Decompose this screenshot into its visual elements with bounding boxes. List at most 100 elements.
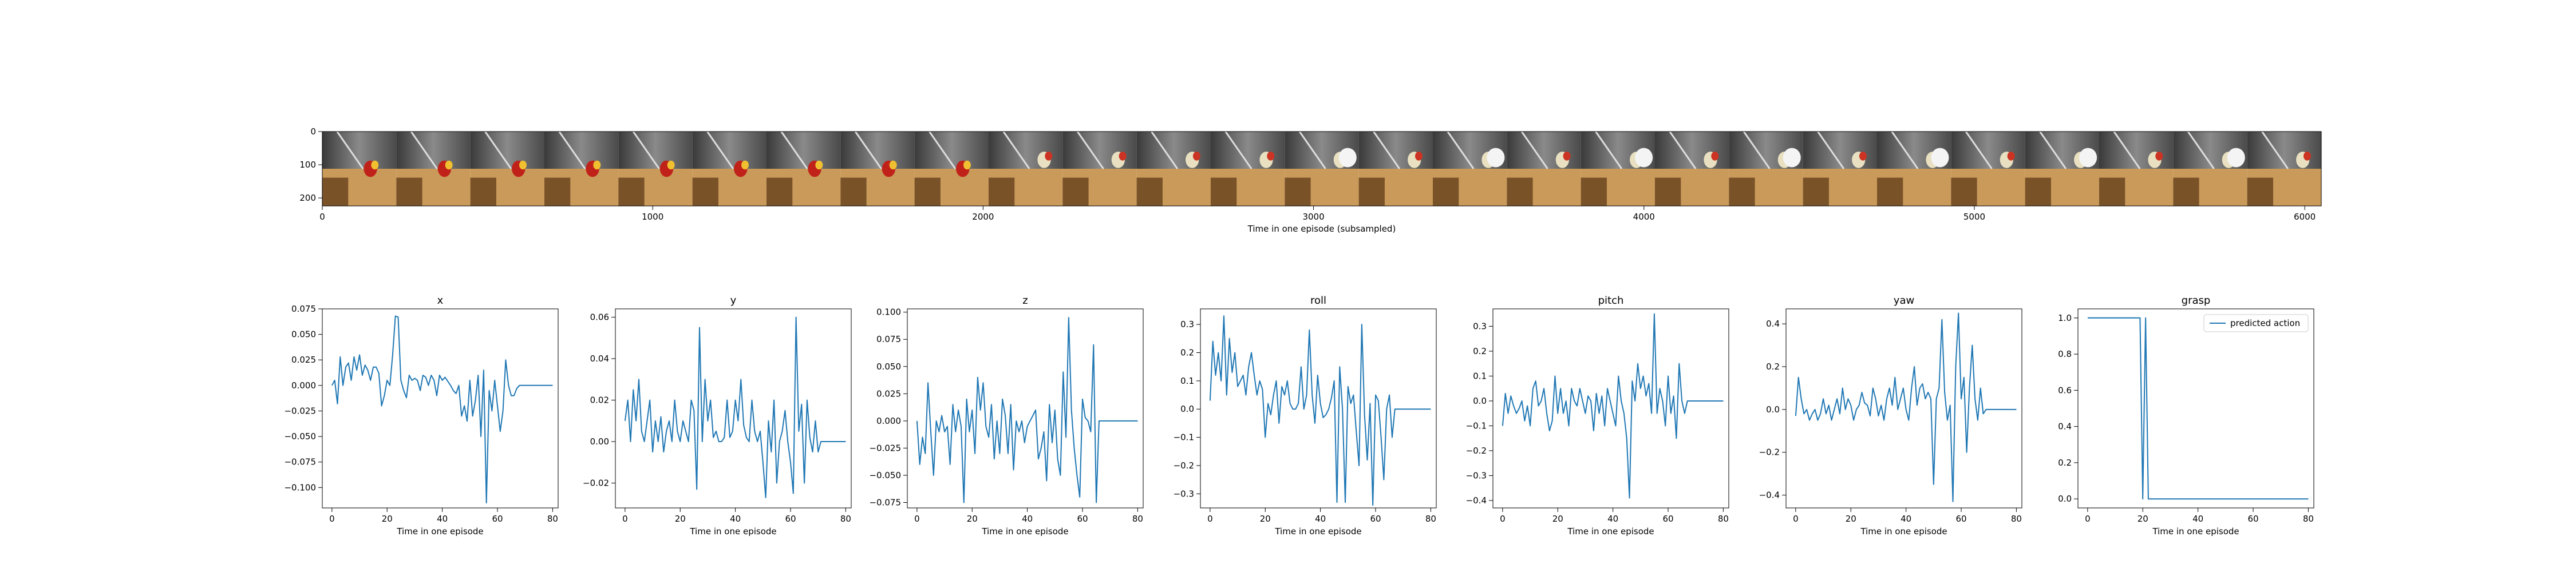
x-axis-label: Time in one episode [1274, 526, 1361, 537]
strip-x-tick-label: 5000 [1963, 212, 1985, 222]
frame-robot-arm [1595, 131, 1623, 169]
x-tick-label: 80 [2011, 514, 2022, 524]
y-tick-label: 0.04 [590, 353, 609, 364]
frame-robot-arm [1520, 131, 1548, 169]
y-tick-label: 0.3 [1180, 319, 1194, 329]
strip-y-tick-label: 100 [299, 160, 316, 170]
x-axis-label: Time in one episode [981, 526, 1068, 537]
plot-title: z [1022, 295, 1028, 307]
frame-table-shadow [1358, 177, 1385, 206]
frame-table-shadow [1581, 177, 1607, 206]
subplot-z: z 0 20 40 60 80 0.100 0.075 0.050 0.025 0.000 −0.02… [869, 295, 1144, 537]
robot-tabletop-frame-icon [989, 131, 1063, 206]
frame-robot-arm [1076, 131, 1104, 169]
y-tick-label: 0.0 [1180, 404, 1194, 414]
y-tick-label: 0.0 [1766, 404, 1780, 415]
frame-table-shadow [1285, 177, 1311, 206]
x-tick-label: 20 [1846, 514, 1856, 524]
x-axis-label: Time in one episode [689, 526, 776, 537]
subplot-yaw: yaw 0 20 40 60 80 0.4 0.2 0.0 −0.2 −0.4 Time in one… [1759, 295, 2022, 537]
x-tick-label: 80 [840, 514, 851, 524]
y-tick-label: −0.025 [284, 406, 316, 416]
robot-tabletop-frame-icon [914, 131, 989, 206]
y-tick-label: 0.8 [2058, 349, 2072, 359]
robot-tabletop-frame-icon [470, 131, 544, 206]
x-tick-label: 60 [1370, 514, 1381, 524]
frame-robot-arm [1224, 131, 1253, 169]
plot-area [907, 308, 1144, 509]
x-tick-label: 80 [2303, 514, 2314, 524]
frame-object-accent [1045, 152, 1053, 161]
x-tick-label: 60 [2247, 514, 2258, 524]
plot-title: grasp [2182, 295, 2211, 307]
frame-table-shadow [840, 177, 867, 206]
x-tick-label: 20 [1552, 514, 1563, 524]
y-tick-label: 0.000 [291, 380, 316, 391]
legend-box [2203, 314, 2309, 332]
robot-tabletop-frame-icon [2247, 131, 2321, 206]
x-tick-label: 40 [437, 514, 448, 524]
frame-object-accent [1563, 152, 1571, 161]
frame-object-accent [2007, 152, 2015, 161]
x-tick-label: 0 [2085, 514, 2091, 524]
strip-x-tick-label: 4000 [1633, 212, 1655, 222]
frame-object-accent [741, 160, 749, 170]
frame-robot-arm [410, 131, 438, 169]
frame-object-accent [1711, 152, 1719, 161]
y-tick-label: 0.075 [876, 334, 901, 344]
y-tick-label: 0.050 [876, 362, 901, 372]
series-line-pitch [1502, 313, 1724, 499]
plot-area [322, 308, 559, 509]
robot-tabletop-frame-icon [322, 131, 397, 206]
strip-x-tick-label: 3000 [1302, 212, 1324, 222]
frame-object-accent [889, 160, 897, 170]
robot-tabletop-frame-icon [1433, 131, 1507, 206]
frame-object-accent [815, 160, 823, 170]
x-tick-label: 0 [1793, 514, 1799, 524]
y-tick-label: 0.050 [291, 329, 316, 340]
frame-robot-arm [1151, 131, 1179, 169]
robot-tabletop-frame-icon [396, 131, 471, 206]
frame-object-accent [1859, 152, 1867, 161]
robot-tabletop-frame-icon [1358, 131, 1433, 206]
frame-table-shadow [2173, 177, 2199, 206]
x-tick-label: 80 [1132, 514, 1143, 524]
y-tick-label: 0.2 [1473, 346, 1487, 356]
y-tick-label: 0.025 [291, 355, 316, 365]
frame-robot-arm [1447, 131, 1475, 169]
plot-area [2077, 308, 2314, 509]
frame-table-shadow [692, 177, 718, 206]
plot-area [615, 308, 852, 509]
frame-object-accent [1415, 152, 1423, 161]
x-tick-label: 20 [675, 514, 686, 524]
plot-title: roll [1310, 295, 1326, 307]
robot-tabletop-frame-icon [1136, 131, 1211, 206]
frame-object-accent [371, 160, 379, 170]
frame-cloth [1931, 148, 1949, 168]
frame-robot-arm [1298, 131, 1326, 169]
frame-cloth [1487, 148, 1505, 168]
robot-tabletop-frame-icon [1581, 131, 1655, 206]
x-axis-label: Time in one episode [1860, 526, 1947, 537]
frame-robot-arm [336, 131, 364, 169]
robot-tabletop-frame-icon [2099, 131, 2174, 206]
robot-tabletop-frame-icon [692, 131, 767, 206]
x-tick-label: 80 [1425, 514, 1436, 524]
x-tick-label: 40 [1901, 514, 1911, 524]
frame-table-shadow [396, 177, 422, 206]
frame-table-shadow [1655, 177, 1681, 206]
strip-border [322, 131, 2322, 206]
robot-tabletop-frame-icon [1729, 131, 1803, 206]
frame-object-accent [963, 160, 971, 170]
y-tick-label: −0.1 [1174, 432, 1194, 443]
robot-tabletop-frame-icon [1211, 131, 1285, 206]
frame-table-shadow [322, 177, 349, 206]
x-axis-label: Time in one episode [396, 526, 483, 537]
robot-tabletop-frame-icon [767, 131, 841, 206]
x-tick-label: 40 [1022, 514, 1033, 524]
frame-robot-arm [632, 131, 660, 169]
x-tick-label: 0 [1207, 514, 1213, 524]
x-axis-label: Time in one episode [2152, 526, 2239, 537]
y-tick-label: 0.6 [2058, 385, 2072, 395]
